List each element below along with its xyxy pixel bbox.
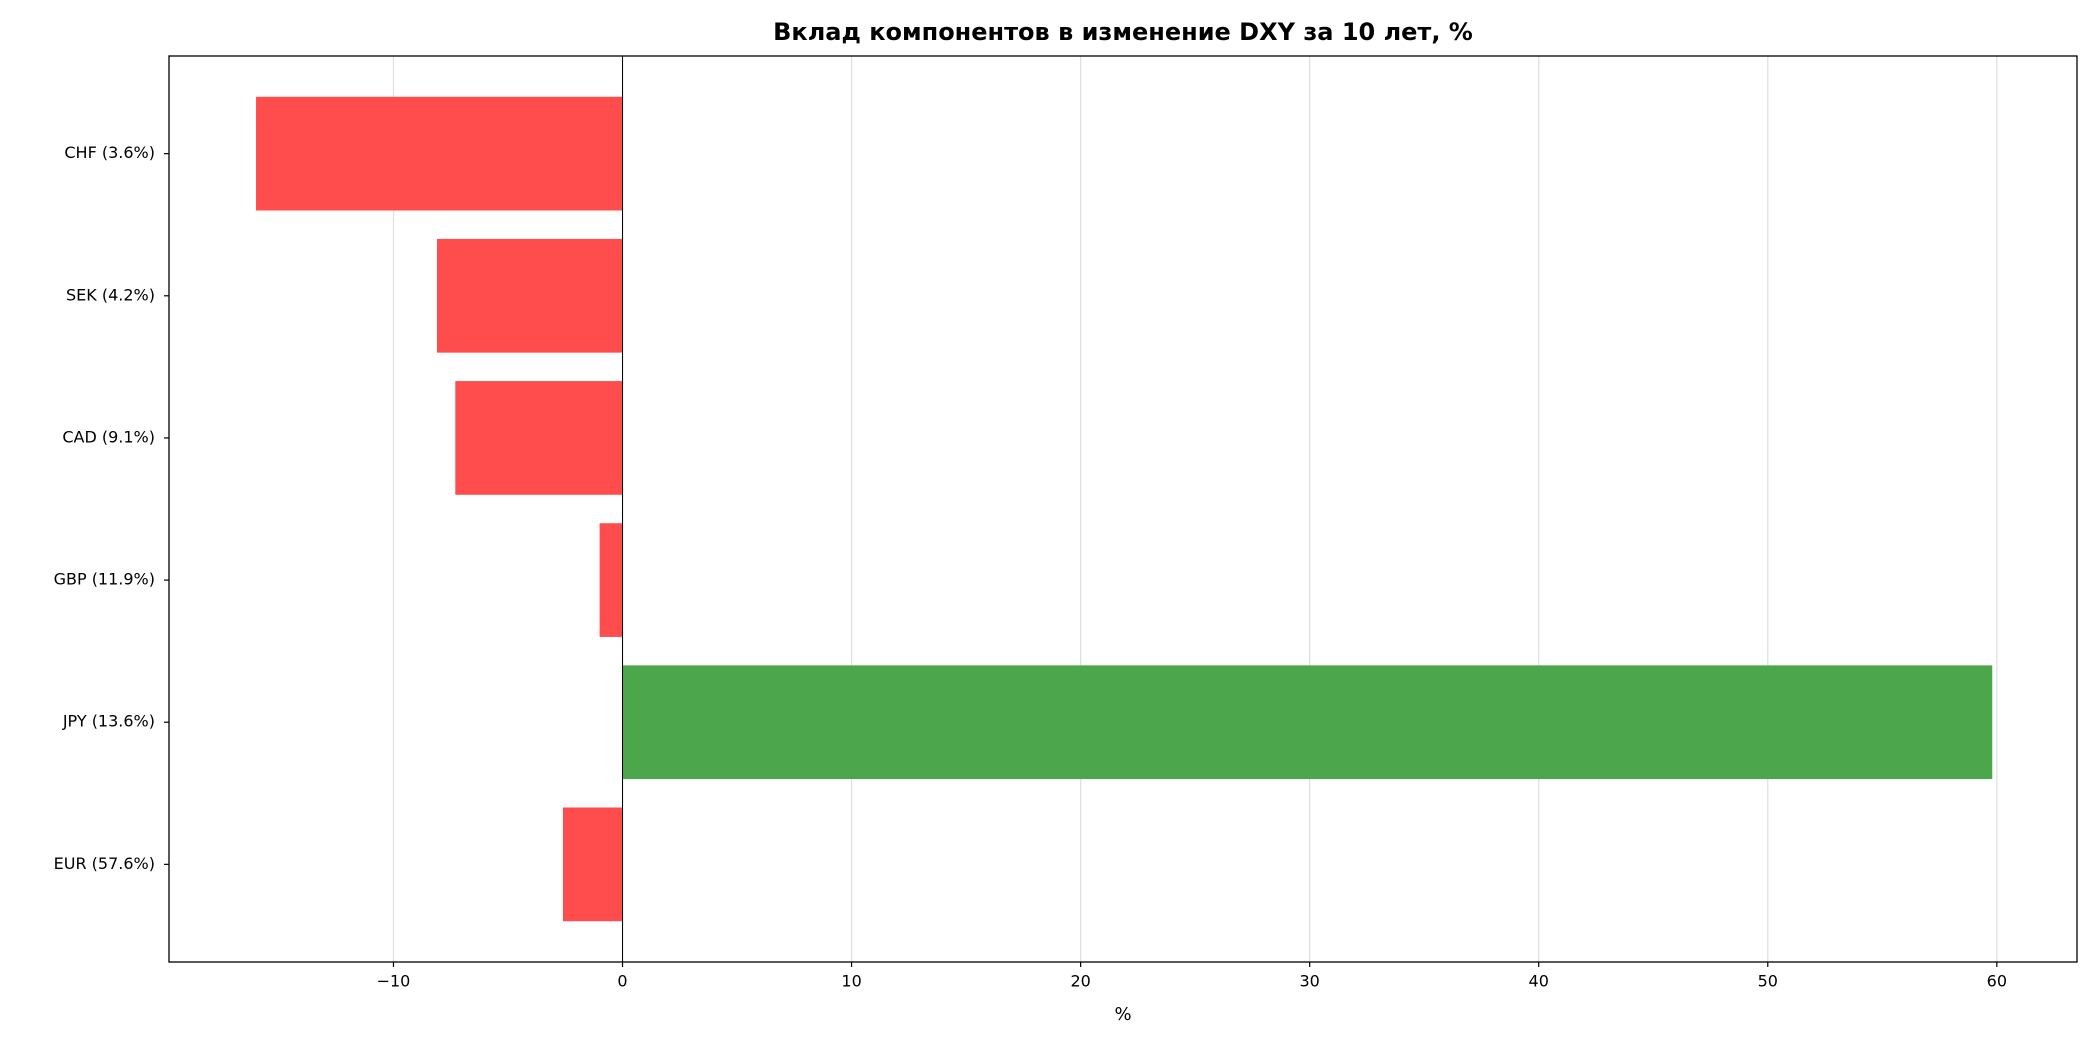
y-tick-label: SEK (4.2%) — [66, 285, 155, 304]
x-tick-label: 0 — [617, 972, 627, 991]
bar — [436, 238, 623, 353]
y-tick-label: CHF (3.6%) — [64, 143, 155, 162]
bar — [562, 807, 623, 922]
x-tick-label: −10 — [377, 972, 411, 991]
x-tick-label: 50 — [1758, 972, 1778, 991]
y-tick-label: CAD (9.1%) — [62, 427, 155, 446]
plot-frame — [168, 55, 2078, 963]
y-tick-label: EUR (57.6%) — [54, 854, 155, 873]
x-axis-label: % — [1114, 1004, 1131, 1025]
bar — [622, 665, 1993, 780]
y-tick-label: JPY (13.6%) — [62, 712, 155, 731]
bar — [599, 523, 623, 637]
x-tick-label: 60 — [1987, 972, 2007, 991]
bar — [455, 381, 623, 495]
x-tick-label: 30 — [1299, 972, 1319, 991]
bar — [256, 96, 623, 211]
x-tick-label: 40 — [1529, 972, 1549, 991]
x-tick-label: 10 — [841, 972, 861, 991]
chart-title: Вклад компонентов в изменение DXY за 10 … — [773, 18, 1473, 46]
x-tick-label: 20 — [1070, 972, 1090, 991]
y-tick-label: GBP (11.9%) — [54, 570, 155, 589]
